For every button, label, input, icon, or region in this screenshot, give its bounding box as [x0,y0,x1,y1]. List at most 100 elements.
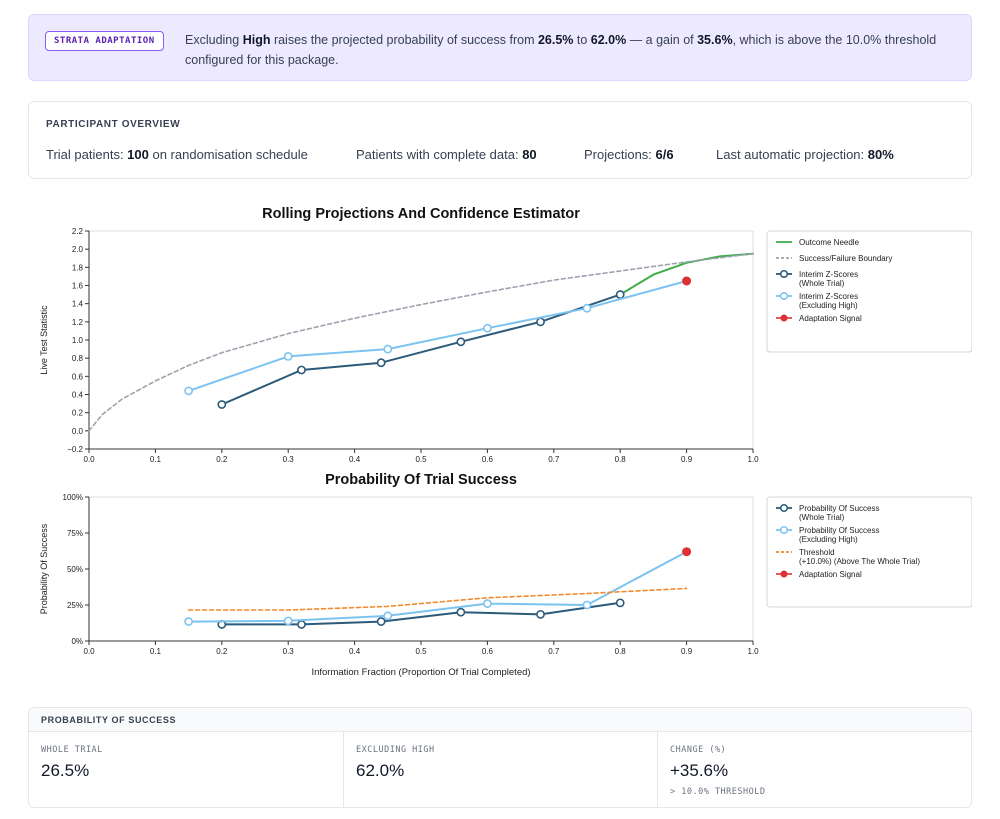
change-cell: CHANGE (%) +35.6% > 10.0% THRESHOLD [657,732,971,808]
projections-stat: Projections: 6/6 [584,147,674,162]
whole-trial-label: WHOLE TRIAL [41,745,103,755]
chart-1-y-tick-label: 0.2 [72,409,84,418]
participant-overview-title: PARTICIPANT OVERVIEW [46,119,181,130]
chart-2-adaptation-signal-point [682,547,692,557]
chart-1-series-3-point [536,317,545,327]
chart-1-y-tick-label: −0.2 [67,445,83,454]
chart-1-legend-item-3-label: Interim Z-Scores [799,270,858,279]
chart-2-y-tick-label: 25% [67,601,83,610]
chart-1-y-tick-label: 1.4 [72,300,84,309]
excluding-high-label: EXCLUDING HIGH [356,745,435,755]
trial-patients-stat: Trial patients: 100 on randomisation sch… [46,147,308,162]
chart-1-y-tick-label: 2.2 [72,227,84,236]
chart-2-x-tick-label: 0.5 [415,647,427,656]
excluding-high-cell: EXCLUDING HIGH 62.0% [343,732,657,808]
chart-2-legend-item-1-marker [779,503,789,513]
trial-patients-label: Trial patients: [46,147,128,162]
chart-1-y-tick-label: 0.8 [72,354,84,363]
chart-1-x-tick-label: 1.0 [747,455,759,464]
banner-text-2: raises the projected probability of succ… [270,33,538,47]
projections-value: 6/6 [655,147,674,162]
banner-excluding-pos: 62.0% [590,33,627,47]
chart-1-y-tick-label: 1.2 [72,318,84,327]
projections-label: Projections: [584,147,656,162]
chart-1-series-4-line [187,280,688,392]
chart-2-x-tick-label: 0.2 [216,647,228,656]
chart-1-legend-item-3-label-sub: (Whole Trial) [799,279,845,288]
chart-2-y-tick-label: 50% [67,565,83,574]
chart-2-legend-item-2-label: Probability Of Success [799,526,879,535]
chart-2-x-tick-label: 0.6 [482,647,494,656]
chart-2-legend-item-1-label-sub: (Whole Trial) [799,513,845,522]
complete-data-value: 80 [522,147,537,162]
chart-1-plot-frame [88,230,754,450]
chart-1-series-3-point [376,358,386,368]
chart-1-series-4-point [283,351,293,361]
chart-1-y-tick-label: 0.4 [72,391,84,400]
banner-stratum: High [242,33,271,47]
banner-text-3: to [573,33,591,47]
chart-1-y-tick-label: 1.6 [72,282,84,291]
chart-2-legend-item-1-label: Probability Of Success [799,504,879,513]
change-value: +35.6% [670,761,729,780]
banner-gain: 35.6% [697,33,733,47]
banner-whole-pos: 26.5% [537,33,574,47]
chart-1-y-tick-label: 2.0 [72,245,84,254]
last-projection-stat: Last automatic projection: 80% [716,147,894,162]
chart-2-legend [766,496,972,608]
chart-1-legend-item-2-label: Success/Failure Boundary [799,254,892,263]
chart-1-x-tick-label: 0.2 [216,455,228,464]
chart-2-x-tick-label: 0.8 [615,647,627,656]
change-label: CHANGE (%) [670,745,727,755]
chart-2-series-2-point [482,599,492,608]
chart-1-series-4-point [383,344,393,354]
chart-2-x-tick-label: 0.0 [83,647,95,656]
chart-1-x-tick-label: 0.0 [83,455,95,464]
chart-2-y-tick-label: 100% [63,493,83,502]
chart-1-y-axis-label: Live Test Statistic [39,305,49,375]
probability-of-success-card: PROBABILITY OF SUCCESS WHOLE TRIAL 26.5%… [28,707,972,808]
chart-1-series-1-line [619,252,754,296]
chart-1-x-tick-label: 0.6 [482,455,494,464]
chart-2-legend-item-2-marker [779,525,789,535]
trial-patients-suffix: on randomisation schedule [148,147,308,162]
chart-2-series-1-point [376,617,386,626]
chart-2-legend-item-3-label: Threshold [799,548,835,557]
chart-1-title: Rolling Projections And Confidence Estim… [262,206,580,222]
chart-2-title: Probability Of Trial Success [325,472,517,488]
chart-1-legend-item-3-marker [779,269,789,279]
chart-2-y-tick-label: 0% [71,637,83,646]
chart-1-y-tick-label: 0.6 [72,372,84,381]
chart-1-y-tick-label: 1.8 [72,263,84,272]
last-projection-label: Last automatic projection: [716,147,868,162]
banner-text-5: , which is above the 10.0% threshold con… [185,33,937,67]
projection-charts: Rolling Projections And Confidence Estim… [39,206,972,678]
chart-2-x-axis-label: Information Fraction (Proportion Of Tria… [311,667,530,678]
probability-of-success-title: PROBABILITY OF SUCCESS [29,708,971,732]
chart-1-legend-item-5-marker [780,314,788,322]
chart-1-legend-item-4-marker [779,291,789,301]
chart-1-series-3-point [217,400,227,409]
chart-1-x-tick-label: 0.1 [150,455,162,464]
chart-2-series-2-point [184,617,193,626]
chart-2-series-1-point [615,598,625,608]
chart-1-x-tick-label: 0.8 [615,455,627,464]
participant-overview-card: PARTICIPANT OVERVIEW Trial patients: 100… [28,101,972,179]
chart-2-x-tick-label: 0.1 [150,647,162,656]
complete-data-label: Patients with complete data: [356,147,523,162]
chart-2-series-1-point [456,607,466,617]
banner-text-4: — a gain of [626,33,698,47]
chart-2-y-tick-label: 75% [67,529,83,538]
chart-1-series-3-point [456,337,466,347]
chart-2-series-1-point [297,620,306,629]
chart-1-adaptation-signal-point [682,276,692,286]
chart-1-legend-item-1-label: Outcome Needle [799,238,860,247]
whole-trial-value: 26.5% [41,761,90,780]
chart-2-legend-item-4-marker [780,570,788,578]
chart-2-legend-item-4-label: Adaptation Signal [799,570,862,579]
chart-1-x-tick-label: 0.3 [283,455,295,464]
banner-message: Excluding High raises the projected prob… [185,30,945,70]
chart-1-y-tick-label: 0.0 [72,427,84,436]
chart-2-x-tick-label: 0.9 [681,647,693,656]
chart-1-series-2-line [88,252,754,432]
